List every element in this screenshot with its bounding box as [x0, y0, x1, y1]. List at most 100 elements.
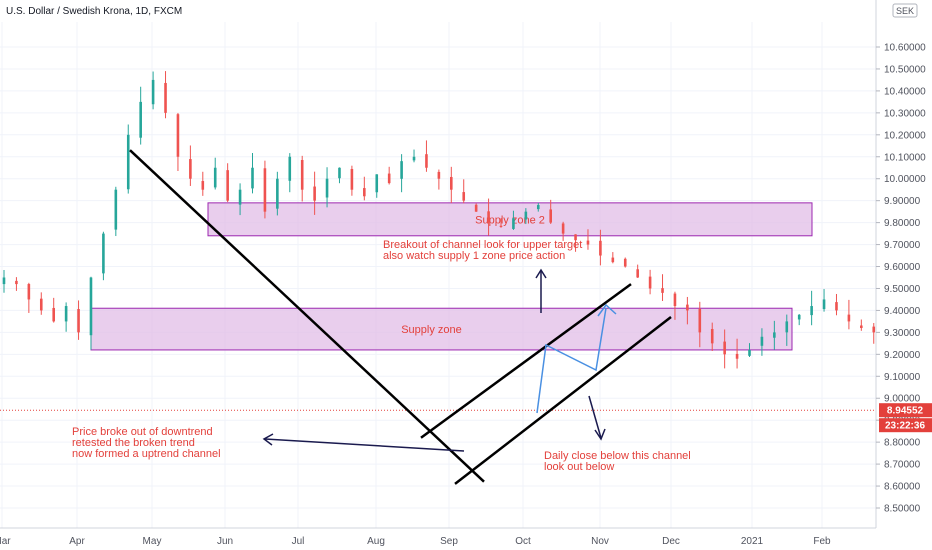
candle [425, 140, 428, 172]
annotation-line: Daily close below this channel [544, 450, 691, 462]
candle [375, 174, 379, 198]
time-tick-label: 2021 [741, 536, 764, 547]
candle [723, 329, 726, 369]
candle [810, 290, 813, 326]
time-tick-label: Dec [662, 536, 680, 547]
price-tick-label: 9.80000 [884, 218, 921, 229]
candle [797, 314, 801, 326]
price-tick-label: 10.10000 [884, 152, 926, 163]
annotation-line: retested the broken trend [72, 437, 195, 449]
candle [437, 169, 441, 190]
candle [251, 153, 254, 194]
currency-badge: SEK [892, 3, 918, 18]
candle [412, 149, 416, 163]
price-tick-label: 9.30000 [884, 328, 921, 339]
price-axis[interactable]: 10.60000 10.50000 10.40000 10.30000 10.20000… [875, 0, 932, 550]
candle [499, 218, 503, 228]
last-price-value: 8.94552 [887, 406, 924, 417]
price-tick-label: 10.60000 [884, 43, 926, 54]
trend-lines [129, 149, 672, 485]
time-tick-label: Feb [813, 536, 831, 547]
candle [139, 86, 142, 145]
candle [300, 155, 304, 202]
price-tick-label: 9.10000 [884, 372, 921, 383]
down-arrow-head [594, 428, 606, 441]
projection-polyline [536, 307, 607, 414]
up-arrow-head [535, 268, 547, 279]
time-tick-label: Jun [217, 536, 233, 547]
candle [872, 323, 876, 344]
candle [860, 319, 863, 331]
currency-badge-label: SEK [896, 6, 914, 16]
supply-zones: Supply zone 2 Supply zone [90, 202, 813, 351]
candle [450, 166, 453, 204]
last-price-badge: 8.94552 [879, 403, 932, 418]
candle [785, 314, 789, 346]
candle [288, 153, 292, 193]
candle [2, 269, 6, 293]
candle [487, 198, 490, 236]
text-annotations: Breakout of channel look for upper targe… [72, 239, 691, 473]
price-tick-label: 10.00000 [884, 174, 926, 185]
time-tick-label: Mar [0, 536, 11, 547]
candle [27, 282, 31, 313]
candle [735, 338, 739, 369]
candle [773, 320, 776, 350]
annotation-line: now formed a uptrend channel [72, 448, 221, 460]
candle [276, 171, 279, 216]
candle [623, 257, 627, 268]
left-arrow-head [262, 433, 274, 446]
trend-line-channel-bottom [454, 316, 672, 485]
projection-arrowhead [597, 303, 617, 317]
annotation-line: look out below [544, 461, 614, 473]
candle [698, 301, 702, 348]
candle [673, 291, 677, 320]
candle [238, 183, 242, 216]
chart-title: U.S. Dollar / Swedish Krona, 1D, FXCM [6, 6, 182, 17]
time-axis[interactable]: Mar Apr May Jun Jul Aug Sep Oct Nov Dec 2021 Feb [0, 527, 876, 547]
price-tick-label: 9.50000 [884, 284, 921, 295]
candle [338, 167, 341, 184]
price-tick-label: 9.00000 [884, 394, 921, 405]
candle [164, 71, 167, 119]
price-tick-label: 10.30000 [884, 108, 926, 119]
candle [462, 179, 466, 204]
price-tick-label: 8.60000 [884, 482, 921, 493]
candle [710, 322, 714, 352]
candle [400, 154, 403, 193]
candle [748, 343, 751, 357]
price-tick-label: 10.20000 [884, 130, 926, 141]
candle [512, 210, 515, 230]
time-tick-label: Aug [367, 536, 385, 547]
candle [536, 202, 540, 212]
candle [549, 199, 552, 224]
price-tick-label: 9.60000 [884, 262, 921, 273]
annotation-line: also watch supply 1 zone price action [383, 250, 565, 262]
candle [847, 299, 851, 330]
time-tick-label: Apr [69, 536, 85, 547]
candle [52, 297, 55, 323]
candle [611, 252, 615, 264]
candle [599, 229, 602, 266]
candle [126, 124, 130, 194]
candle [636, 264, 639, 278]
time-tick-label: Sep [440, 536, 458, 547]
candle [474, 203, 478, 212]
candle [176, 112, 180, 171]
annotation-arrows [262, 268, 606, 452]
candle [835, 293, 838, 316]
candle [263, 160, 267, 219]
candle [39, 292, 43, 315]
candle [213, 157, 217, 190]
down-arrow-shaft [588, 395, 602, 439]
candle [15, 277, 18, 291]
trend-line-downtrend [129, 149, 485, 483]
candle [760, 328, 764, 356]
time-tick-label: Nov [591, 536, 609, 547]
candle [89, 276, 93, 350]
candle [201, 171, 205, 196]
candle [363, 176, 366, 201]
supply-zone-label: Supply zone 2 [475, 214, 545, 226]
candle [561, 221, 565, 241]
